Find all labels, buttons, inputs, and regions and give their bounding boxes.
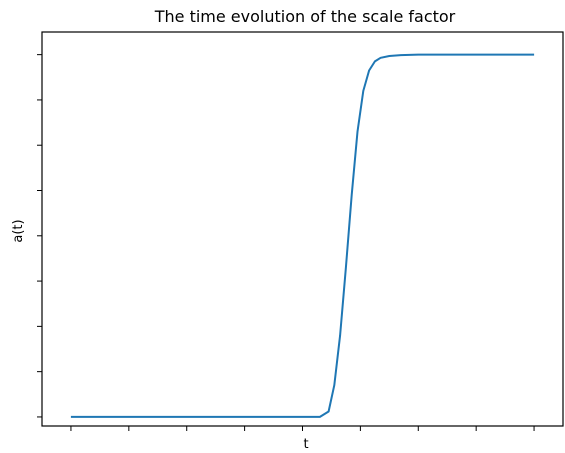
y-axis-label: a(t) [11,219,26,242]
axes-frame [41,31,564,427]
y-axis-ticks [37,54,42,418]
scale-factor-line [70,53,535,418]
x-axis-ticks [70,426,535,431]
chart-title: The time evolution of the scale factor [154,7,456,26]
x-axis-label: t [303,437,308,452]
